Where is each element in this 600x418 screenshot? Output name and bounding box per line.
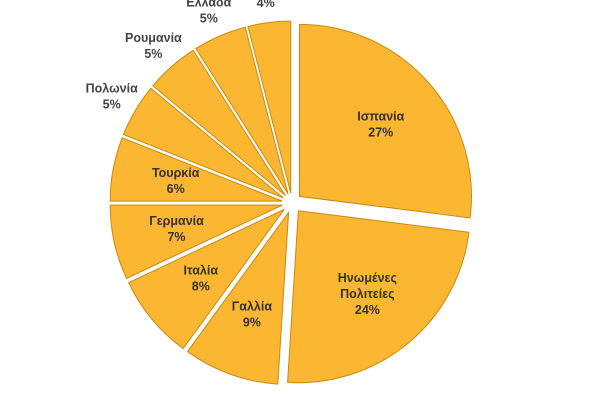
slice-category: Γερμανία (149, 214, 204, 228)
slice-percent: 9% (243, 315, 261, 329)
slice-category: Ισπανία (357, 110, 404, 124)
pie-slice-7 (122, 87, 284, 199)
slice-category: Ελλάδα (186, 0, 231, 10)
slice-label-7: Πολωνία 5% (86, 81, 138, 111)
slice-category: Ηνωμένες (338, 271, 397, 285)
slice-category: Πολωνία (86, 81, 138, 95)
slice-percent: 7% (167, 230, 185, 244)
pie-slice-6 (109, 137, 283, 202)
slices-layer (109, 20, 473, 385)
slice-percent: 4% (257, 0, 275, 10)
pie-slice-2 (287, 210, 470, 384)
slice-label-2: Ηνωμένες Πολιτείες 24% (338, 271, 397, 317)
slice-label-3: Γαλλία 9% (232, 299, 273, 329)
slice-category: Γαλλία (232, 299, 273, 313)
pie-slice-1 (299, 23, 473, 219)
slice-category: Ιταλία (184, 263, 219, 277)
pie-slice-10 (247, 20, 292, 194)
slice-label-8: Ρουμανία 5% (125, 31, 182, 61)
slice-percent: 24% (355, 303, 380, 317)
pie-slice-4 (127, 208, 285, 350)
slice-label-10: Σερβία4% (246, 0, 286, 10)
slice-percent: 27% (368, 126, 393, 140)
slice-label-9: Ελλάδα 5% (186, 0, 231, 26)
slice-category: Τουρκία (152, 166, 200, 180)
pie-slice-3 (186, 210, 290, 385)
pie-slice-8 (152, 49, 286, 196)
slice-percent: 5% (103, 97, 121, 111)
slice-label-5: Γερμανία 7% (149, 214, 204, 244)
slice-label-6: Τουρκία 6% (152, 166, 200, 196)
slice-category: Ρουμανία (125, 31, 182, 45)
labels-layer: Ισπανία 27% Ηνωμένες Πολιτείες 24% Γαλλία 9% Ιτ… (86, 0, 405, 329)
pie-slice-5 (109, 204, 283, 280)
pie-slice-9 (195, 26, 289, 195)
slice-percent: 5% (200, 12, 218, 26)
slice-percent: 5% (144, 47, 162, 61)
slice-percent: 6% (167, 182, 185, 196)
slice-label-4: Ιταλία 8% (184, 263, 219, 293)
slice-label-1: Ισπανία 27% (357, 110, 404, 140)
slice-percent: 8% (192, 279, 210, 293)
slice-category: Πολιτείες (340, 287, 395, 301)
